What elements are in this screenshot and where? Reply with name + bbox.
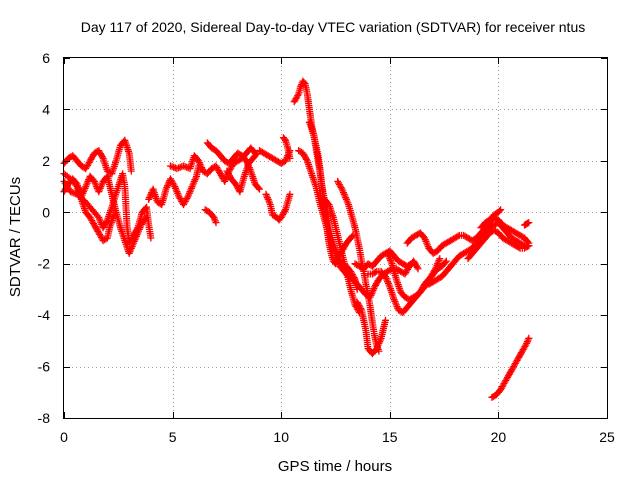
data-point-marker bbox=[183, 194, 191, 202]
data-point-marker bbox=[357, 305, 365, 312]
x-tick-label: 5 bbox=[169, 429, 177, 445]
x-tick-label: 25 bbox=[599, 429, 615, 445]
series-track-l bbox=[279, 134, 294, 162]
data-point-marker bbox=[371, 268, 379, 276]
data-point-marker bbox=[522, 341, 530, 349]
series-track-b bbox=[60, 136, 135, 178]
series-track-d bbox=[60, 170, 118, 245]
y-tick-label: -2 bbox=[38, 256, 51, 272]
data-point-marker bbox=[497, 206, 505, 214]
data-point-marker bbox=[413, 263, 421, 271]
plot-frame bbox=[63, 57, 608, 419]
data-point-marker bbox=[147, 234, 155, 242]
y-axis-label: SDTVAR / TECUs bbox=[7, 177, 24, 297]
series-track-f bbox=[166, 144, 259, 185]
x-tick-label: 20 bbox=[491, 429, 507, 445]
series-track-c bbox=[60, 172, 150, 257]
series-track-y bbox=[477, 206, 505, 232]
data-point-marker bbox=[348, 233, 356, 241]
data-point-marker bbox=[281, 135, 288, 143]
series-track-aa bbox=[488, 334, 533, 401]
data-point-marker bbox=[442, 257, 450, 265]
y-axis-tick-labels: -8 -6 -4 -2 0 2 4 6 bbox=[38, 50, 51, 426]
data-points bbox=[60, 77, 533, 401]
series-track-i bbox=[201, 206, 220, 227]
data-point-marker bbox=[441, 258, 449, 266]
data-point-marker bbox=[143, 213, 150, 221]
axis-ticks bbox=[64, 58, 608, 419]
chart-title: Day 117 of 2020, Sidereal Day-to-day VTE… bbox=[81, 19, 585, 35]
data-point-marker bbox=[212, 219, 220, 227]
series-track-p bbox=[321, 195, 363, 317]
data-point-marker bbox=[67, 188, 74, 196]
series-track-m bbox=[290, 77, 357, 268]
series-track-h bbox=[223, 149, 261, 196]
y-tick-label: 0 bbox=[42, 204, 50, 220]
x-tick-label: 15 bbox=[382, 429, 398, 445]
data-point-marker bbox=[103, 218, 111, 225]
data-point-marker bbox=[176, 163, 184, 171]
data-point-marker bbox=[286, 154, 294, 162]
data-point-marker bbox=[141, 215, 149, 223]
series-track-g bbox=[203, 139, 263, 193]
data-point-marker bbox=[252, 150, 260, 158]
x-tick-label: 0 bbox=[60, 429, 68, 445]
grid-lines bbox=[64, 58, 607, 418]
y-tick-label: 4 bbox=[42, 101, 50, 117]
y-tick-label: -8 bbox=[38, 410, 51, 426]
data-point-marker bbox=[337, 184, 345, 192]
data-point-marker bbox=[382, 316, 389, 324]
data-point-marker bbox=[254, 184, 262, 192]
y-tick-label: -6 bbox=[38, 359, 51, 375]
series-track-x bbox=[464, 226, 533, 263]
data-point-marker bbox=[454, 232, 462, 240]
data-point-marker bbox=[98, 153, 106, 161]
data-point-marker bbox=[110, 211, 118, 219]
series-track-s bbox=[351, 247, 415, 273]
data-point-marker bbox=[525, 219, 533, 227]
data-point-marker bbox=[302, 155, 310, 163]
data-point-marker bbox=[414, 265, 422, 273]
data-point-marker bbox=[525, 242, 533, 250]
data-point-marker bbox=[256, 185, 263, 193]
data-point-marker bbox=[523, 243, 531, 251]
series-track-u bbox=[384, 249, 444, 304]
data-point-marker bbox=[431, 266, 438, 274]
data-point-marker bbox=[127, 167, 135, 175]
data-point-marker bbox=[525, 334, 533, 342]
data-point-marker bbox=[496, 207, 503, 215]
data-point-marker bbox=[170, 181, 178, 189]
x-tick-label: 10 bbox=[273, 429, 289, 445]
y-tick-label: -4 bbox=[38, 307, 51, 323]
data-point-marker bbox=[281, 207, 289, 215]
data-point-marker bbox=[286, 190, 294, 198]
data-point-marker bbox=[168, 163, 176, 171]
x-axis-tick-labels: 0 5 10 15 20 25 bbox=[60, 429, 615, 445]
data-point-marker bbox=[300, 78, 308, 86]
x-axis-label: GPS time / hours bbox=[278, 458, 392, 475]
data-point-marker bbox=[408, 260, 415, 268]
series-track-r bbox=[353, 298, 389, 358]
series-track-k bbox=[262, 190, 294, 224]
data-point-marker bbox=[436, 255, 444, 263]
y-tick-label: 2 bbox=[42, 153, 50, 169]
data-point-marker bbox=[515, 243, 523, 251]
y-tick-label: 6 bbox=[42, 50, 50, 66]
series-track-q bbox=[334, 177, 383, 355]
data-point-marker bbox=[294, 92, 302, 99]
series-track-z bbox=[521, 219, 533, 229]
data-point-marker bbox=[406, 261, 414, 269]
